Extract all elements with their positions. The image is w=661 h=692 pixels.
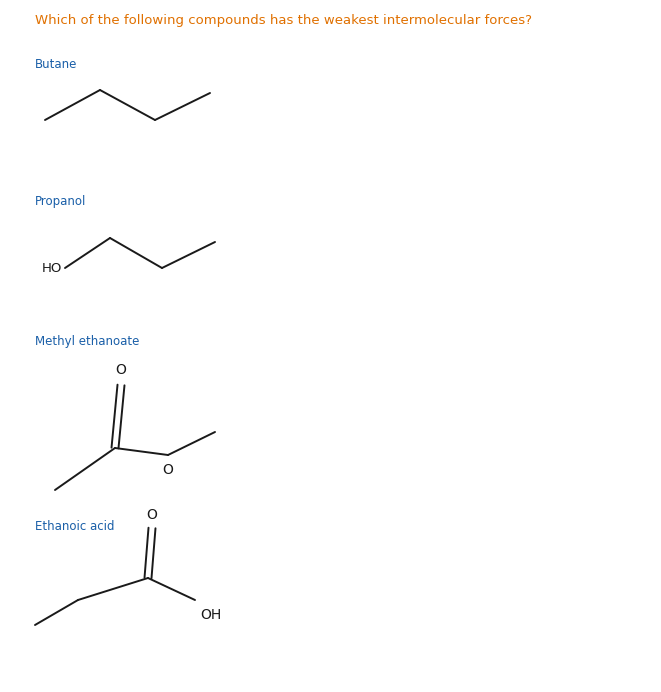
Text: HO: HO <box>42 262 62 275</box>
Text: Butane: Butane <box>35 58 77 71</box>
Text: Ethanoic acid: Ethanoic acid <box>35 520 114 533</box>
Text: O: O <box>116 363 126 377</box>
Text: Propanol: Propanol <box>35 195 87 208</box>
Text: Methyl ethanoate: Methyl ethanoate <box>35 335 139 348</box>
Text: Which of the following compounds has the weakest intermolecular forces?: Which of the following compounds has the… <box>35 14 532 27</box>
Text: O: O <box>163 463 173 477</box>
Text: O: O <box>147 508 157 522</box>
Text: OH: OH <box>200 608 221 622</box>
